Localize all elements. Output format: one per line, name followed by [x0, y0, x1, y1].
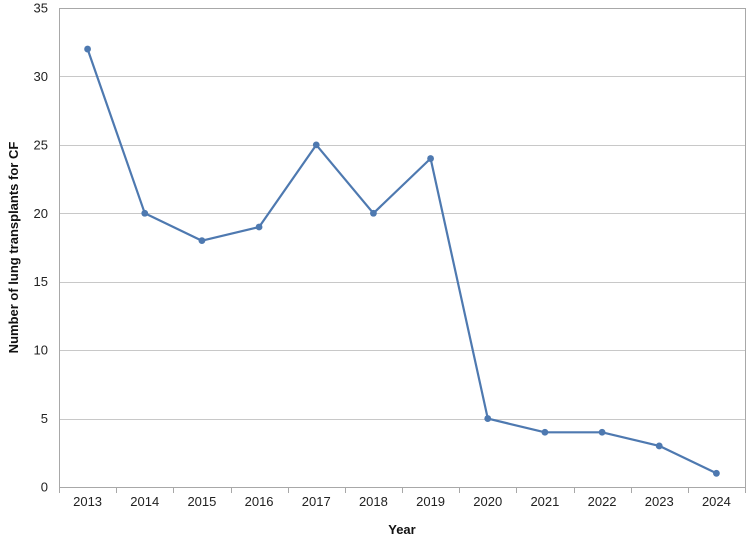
series-line [86, 48, 717, 475]
plot-area-frame [59, 8, 746, 488]
y-tick-label: 30 [34, 69, 48, 84]
y-axis-tick-labels: 0 5 10 15 20 25 30 35 [34, 1, 48, 495]
y-tick-label: 0 [41, 480, 48, 495]
y-tick-label: 5 [41, 411, 48, 426]
x-tick-label: 2016 [245, 494, 274, 509]
x-tick-label: 2017 [302, 494, 331, 509]
y-tick-label: 20 [34, 206, 48, 221]
data-point [484, 415, 492, 422]
x-tick-label: 2013 [73, 494, 102, 509]
series-layer [84, 45, 720, 477]
x-tick-label: 2023 [645, 494, 674, 509]
x-axis-tick-labels: 2013 2014 2015 2016 2017 2018 2019 2020 2021 2022… [73, 494, 731, 509]
data-point [427, 155, 434, 162]
data-point [312, 141, 320, 149]
x-tick-label: 2021 [530, 494, 559, 509]
y-tick-label: 25 [34, 137, 48, 152]
x-tick-label: 2019 [416, 494, 445, 509]
data-point [141, 209, 149, 217]
data-point [198, 237, 206, 245]
x-tick-label: 2022 [588, 494, 617, 509]
x-axis-ticks [59, 487, 746, 493]
data-point [713, 469, 720, 477]
y-tick-label: 10 [34, 343, 48, 358]
x-tick-label: 2018 [359, 494, 388, 509]
x-tick-label: 2014 [130, 494, 159, 509]
x-tick-label: 2020 [473, 494, 502, 509]
y-tick-label: 35 [34, 1, 48, 16]
x-tick-label: 2015 [187, 494, 216, 509]
data-point [541, 428, 549, 436]
x-tick-label: 2024 [702, 494, 731, 509]
data-point [598, 428, 606, 436]
data-point [370, 209, 377, 217]
data-point [84, 45, 91, 53]
data-point [255, 223, 263, 231]
gridlines [59, 76, 745, 420]
x-axis-title: Year [388, 522, 415, 537]
data-point [655, 442, 663, 450]
y-axis-title: Number of lung transplants for CF [6, 142, 21, 354]
y-tick-label: 15 [34, 274, 48, 289]
